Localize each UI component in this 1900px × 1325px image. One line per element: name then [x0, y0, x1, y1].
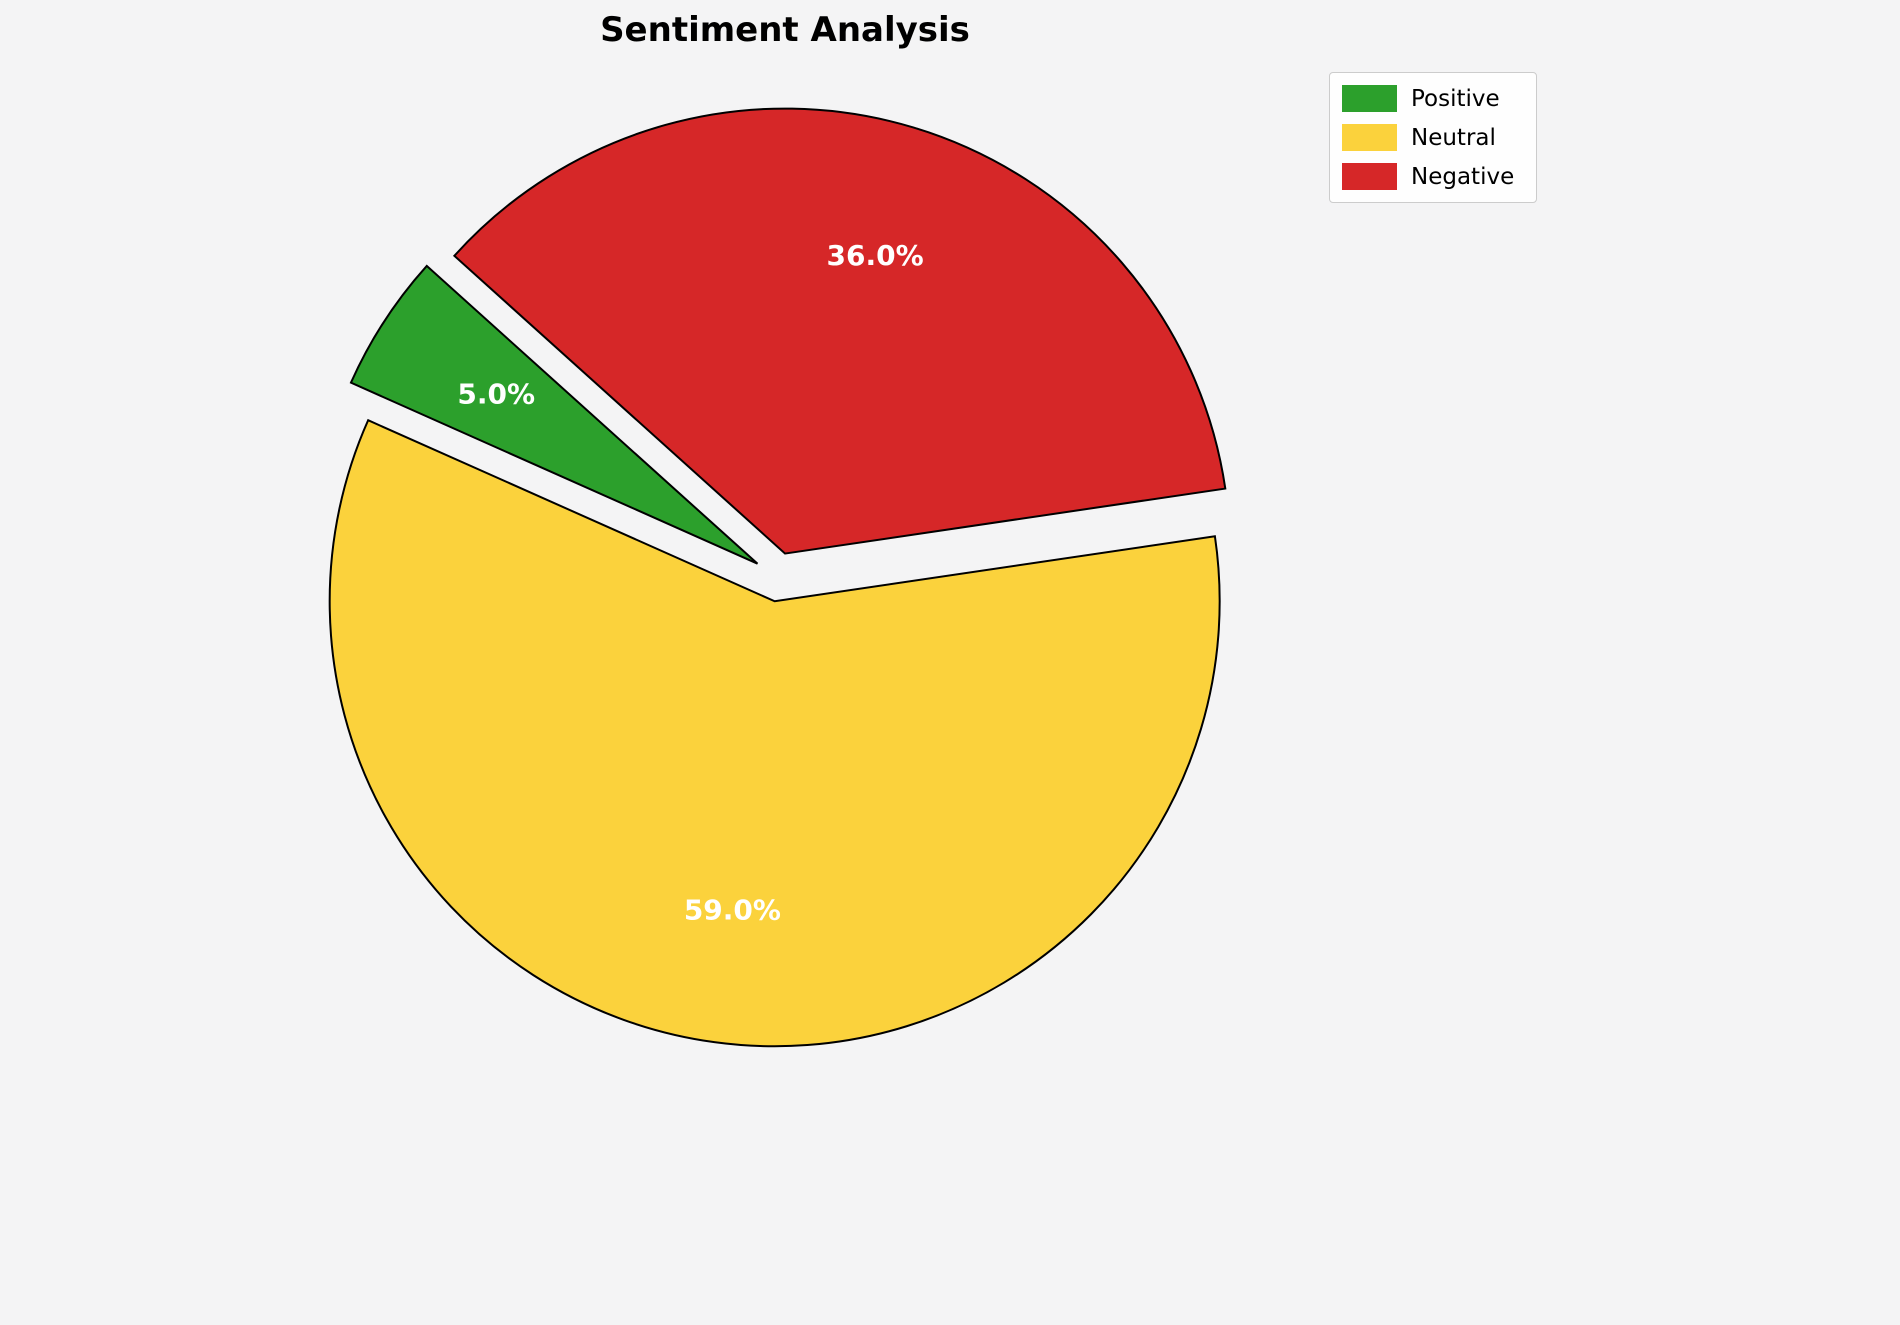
legend-item-positive: Positive [1342, 85, 1524, 112]
legend-swatch-neutral [1342, 124, 1397, 151]
legend-label-positive: Positive [1411, 85, 1500, 112]
pct-label-negative: 36.0% [827, 239, 924, 272]
pie-slice-negative [452, 107, 1227, 555]
pct-label-neutral: 59.0% [684, 893, 781, 926]
legend-label-neutral: Neutral [1411, 124, 1496, 151]
legend-item-negative: Negative [1342, 163, 1524, 190]
pie-slice-neutral [328, 418, 1221, 1048]
legend: Positive Neutral Negative [1329, 72, 1537, 203]
legend-swatch-negative [1342, 163, 1397, 190]
legend-label-negative: Negative [1411, 163, 1515, 190]
chart-title: Sentiment Analysis [600, 10, 970, 50]
pie-slice-positive [349, 264, 759, 565]
legend-item-neutral: Neutral [1342, 124, 1524, 151]
pct-label-positive: 5.0% [457, 378, 535, 411]
legend-swatch-positive [1342, 85, 1397, 112]
